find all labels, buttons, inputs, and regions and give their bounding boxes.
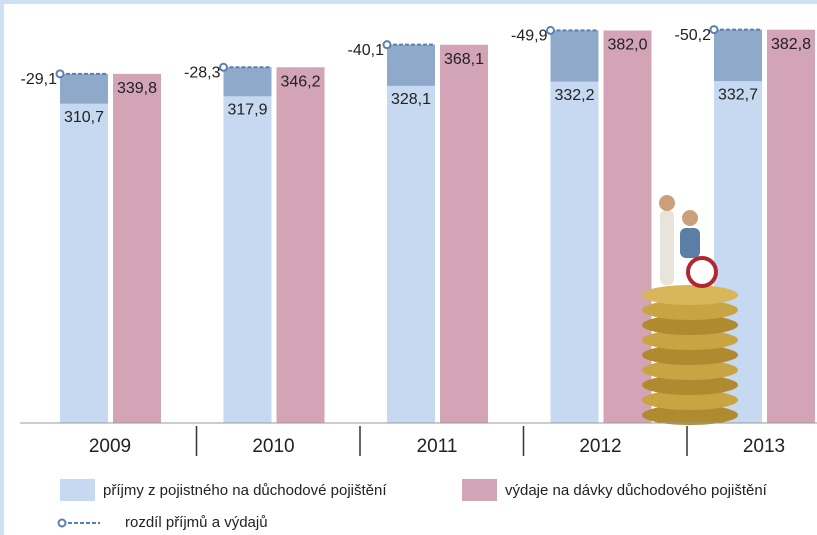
legend-marker [59, 520, 66, 527]
income-label: 310,7 [64, 109, 104, 126]
difference-marker [57, 70, 64, 77]
difference-marker [384, 41, 391, 48]
expenditure-label: 368,1 [444, 51, 484, 68]
x-tick-label: 2013 [743, 436, 785, 457]
x-tick-label: 2010 [252, 436, 294, 457]
difference-label: -50,2 [675, 27, 712, 44]
expenditure-bar [604, 30, 652, 423]
difference-marker [220, 64, 227, 71]
legend-swatch [60, 479, 95, 501]
legend-label: výdaje na dávky důchodového pojištění [505, 482, 768, 499]
difference-segment [60, 74, 108, 104]
difference-segment [387, 45, 435, 86]
legend-swatch [462, 479, 497, 501]
income-bar [224, 96, 272, 423]
difference-label: -29,1 [21, 71, 58, 88]
difference-segment [224, 67, 272, 96]
x-tick-label: 2011 [417, 436, 458, 457]
difference-segment [714, 30, 762, 82]
expenditure-label: 382,0 [607, 37, 647, 54]
expenditure-bar [440, 45, 488, 423]
income-bar [551, 82, 599, 423]
income-label: 317,9 [227, 102, 267, 119]
expenditure-label: 346,2 [280, 73, 320, 90]
x-tick-label: 2012 [579, 436, 621, 457]
legend-label: rozdíl příjmů a výdajů [125, 514, 268, 531]
difference-marker [547, 27, 554, 34]
difference-label: -49,9 [511, 28, 548, 45]
income-bar [387, 86, 435, 423]
difference-label: -40,1 [348, 42, 385, 59]
expenditure-bar [277, 67, 325, 423]
expenditure-label: 382,8 [771, 36, 811, 53]
income-label: 328,1 [391, 91, 431, 108]
expenditure-bar [113, 74, 161, 423]
income-label: 332,7 [718, 86, 758, 103]
x-tick-label: 2009 [89, 436, 131, 457]
income-label: 332,2 [554, 87, 594, 104]
chart: -29,1 310,7 339,8 2009 -28,3 317,9 346,2 2010 -4… [0, 0, 817, 535]
expenditure-label: 339,8 [117, 80, 157, 97]
legend-label: příjmy z pojistného na důchodové pojiště… [103, 482, 387, 499]
difference-segment [551, 30, 599, 81]
expenditure-bar [767, 30, 815, 423]
difference-marker [711, 26, 718, 33]
income-bar [60, 104, 108, 423]
difference-label: -28,3 [184, 64, 221, 81]
